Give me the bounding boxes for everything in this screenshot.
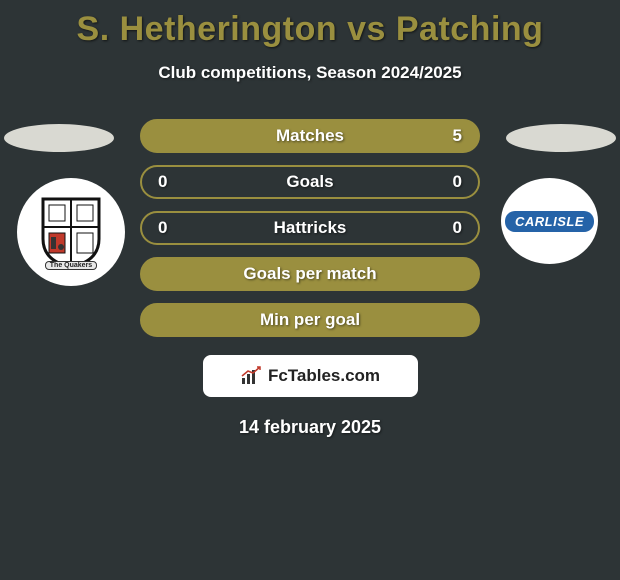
brand-logo: FcTables.com (203, 355, 418, 397)
player-ellipse-left (4, 124, 114, 152)
shield-icon (39, 195, 103, 269)
page-title: S. Hetherington vs Patching (0, 0, 620, 49)
club-right-label: CARLISLE (505, 211, 594, 232)
player-ellipse-right (506, 124, 616, 152)
stats-container: Matches50Goals00Hattricks0Goals per matc… (140, 119, 480, 337)
chart-icon (240, 366, 262, 386)
stat-row: 0Goals0 (140, 165, 480, 199)
stat-left-value: 0 (158, 218, 198, 238)
stat-row: Min per goal (140, 303, 480, 337)
stat-label: Goals per match (198, 264, 422, 284)
club-badge-right: CARLISLE (501, 178, 598, 264)
stat-label: Min per goal (198, 310, 422, 330)
stat-right-value: 0 (422, 172, 462, 192)
club-left-banner: The Quakers (45, 261, 97, 270)
date-label: 14 february 2025 (0, 417, 620, 438)
stat-row: 0Hattricks0 (140, 211, 480, 245)
stat-label: Goals (198, 172, 422, 192)
stat-row: Goals per match (140, 257, 480, 291)
brand-text: FcTables.com (268, 366, 380, 386)
stat-label: Hattricks (198, 218, 422, 238)
stat-right-value: 0 (422, 218, 462, 238)
season-subtitle: Club competitions, Season 2024/2025 (0, 63, 620, 83)
stat-label: Matches (198, 126, 422, 146)
stat-right-value: 5 (422, 126, 462, 146)
club-badge-left: The Quakers (17, 178, 125, 286)
stat-row: Matches5 (140, 119, 480, 153)
stat-left-value: 0 (158, 172, 198, 192)
